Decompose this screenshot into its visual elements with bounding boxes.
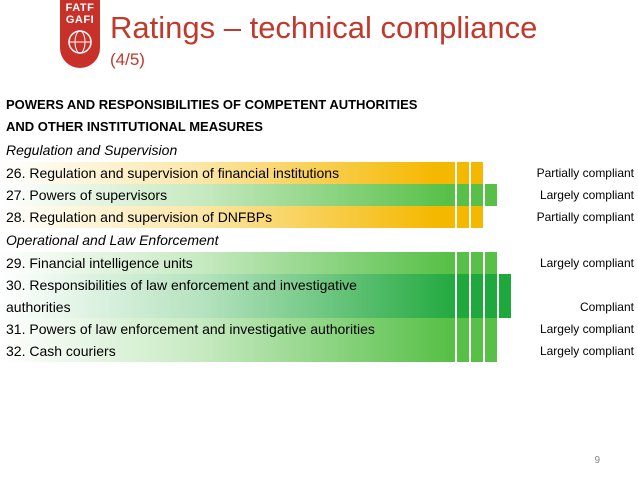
subsection-operational-law-enforcement: Operational and Law Enforcement [6, 232, 219, 248]
section-heading-line-1: POWERS AND RESPONSIBILITIES OF COMPETENT… [6, 97, 418, 112]
bar-segment-divider [455, 252, 457, 274]
rating-row-32: 32. Cash couriers Largely compliant [0, 340, 638, 362]
bar-segment-divider [455, 340, 457, 362]
logo-text-fatf: FATF [65, 2, 95, 14]
rating-row-30: 30. Responsibilities of law enforcement … [0, 274, 638, 318]
bar-segment-divider [483, 340, 485, 362]
subsection-regulation-supervision: Regulation and Supervision [6, 142, 178, 158]
bar-segment-divider [497, 252, 499, 274]
row-label: 27. Powers of supervisors [6, 187, 168, 203]
bar-segment-divider [455, 274, 457, 318]
slide-subtitle: (4/5) [110, 50, 145, 69]
bar-segment-divider [455, 318, 457, 340]
slide-title: Ratings – technical compliance [110, 10, 538, 45]
bar-segment-divider [455, 184, 457, 206]
logo-text-gafi: GAFI [65, 14, 95, 26]
row-label: 32. Cash couriers [6, 343, 116, 359]
bar-segment-divider [469, 252, 471, 274]
rating-row-29: 29. Financial intelligence units Largely… [0, 252, 638, 274]
rating-row-26: 26. Regulation and supervision of financ… [0, 162, 638, 184]
rating-row-31: 31. Powers of law enforcement and invest… [0, 318, 638, 340]
rating-value: Largely compliant [539, 322, 634, 336]
bar-segment-divider [483, 252, 485, 274]
rating-bar [0, 252, 499, 274]
bar-segment-divider [469, 184, 471, 206]
bar-segment-divider [483, 206, 485, 228]
row-label: 31. Powers of law enforcement and invest… [6, 321, 375, 337]
rating-value: Compliant [579, 300, 634, 314]
bar-segment-divider [455, 206, 457, 228]
bar-segment-divider [511, 274, 513, 318]
row-label: 29. Financial intelligence units [6, 255, 193, 271]
bar-segment-divider [497, 340, 499, 362]
section-heading-line-2: AND OTHER INSTITUTIONAL MEASURES [6, 119, 263, 134]
rating-bar [0, 206, 485, 228]
rating-bar [0, 318, 499, 340]
rating-value: Partially compliant [536, 166, 634, 180]
rating-bar [0, 162, 485, 184]
rating-row-28: 28. Regulation and supervision of DNFBPs… [0, 206, 638, 228]
bar-segment-divider [469, 162, 471, 184]
bar-segment-divider [469, 318, 471, 340]
bar-segment-divider [483, 184, 485, 206]
page-number: 9 [594, 455, 600, 466]
bar-segment-divider [497, 184, 499, 206]
bar-segment-divider [497, 318, 499, 340]
globe-icon [68, 30, 92, 54]
rating-bar [0, 274, 513, 318]
rating-value: Largely compliant [539, 188, 634, 202]
rating-bar [0, 340, 499, 362]
rating-value: Largely compliant [539, 256, 634, 270]
rating-value: Partially compliant [536, 210, 634, 224]
row-label: 26. Regulation and supervision of financ… [6, 165, 340, 181]
bar-segment-divider [469, 340, 471, 362]
bar-segment-divider [483, 162, 485, 184]
fatf-gafi-logo: FATF GAFI [60, 0, 100, 68]
bar-segment-divider [497, 274, 499, 318]
row-label-continuation: authorities [6, 299, 71, 315]
bar-segment-divider [469, 274, 471, 318]
rating-row-27: 27. Powers of supervisors Largely compli… [0, 184, 638, 206]
bar-segment-divider [483, 274, 485, 318]
row-label: 30. Responsibilities of law enforcement … [6, 277, 357, 293]
bar-segment-divider [469, 206, 471, 228]
row-label: 28. Regulation and supervision of DNFBPs [6, 209, 273, 225]
rating-value: Largely compliant [539, 344, 634, 358]
bar-segment-divider [483, 318, 485, 340]
bar-segment-divider [455, 162, 457, 184]
rating-bar [0, 184, 499, 206]
